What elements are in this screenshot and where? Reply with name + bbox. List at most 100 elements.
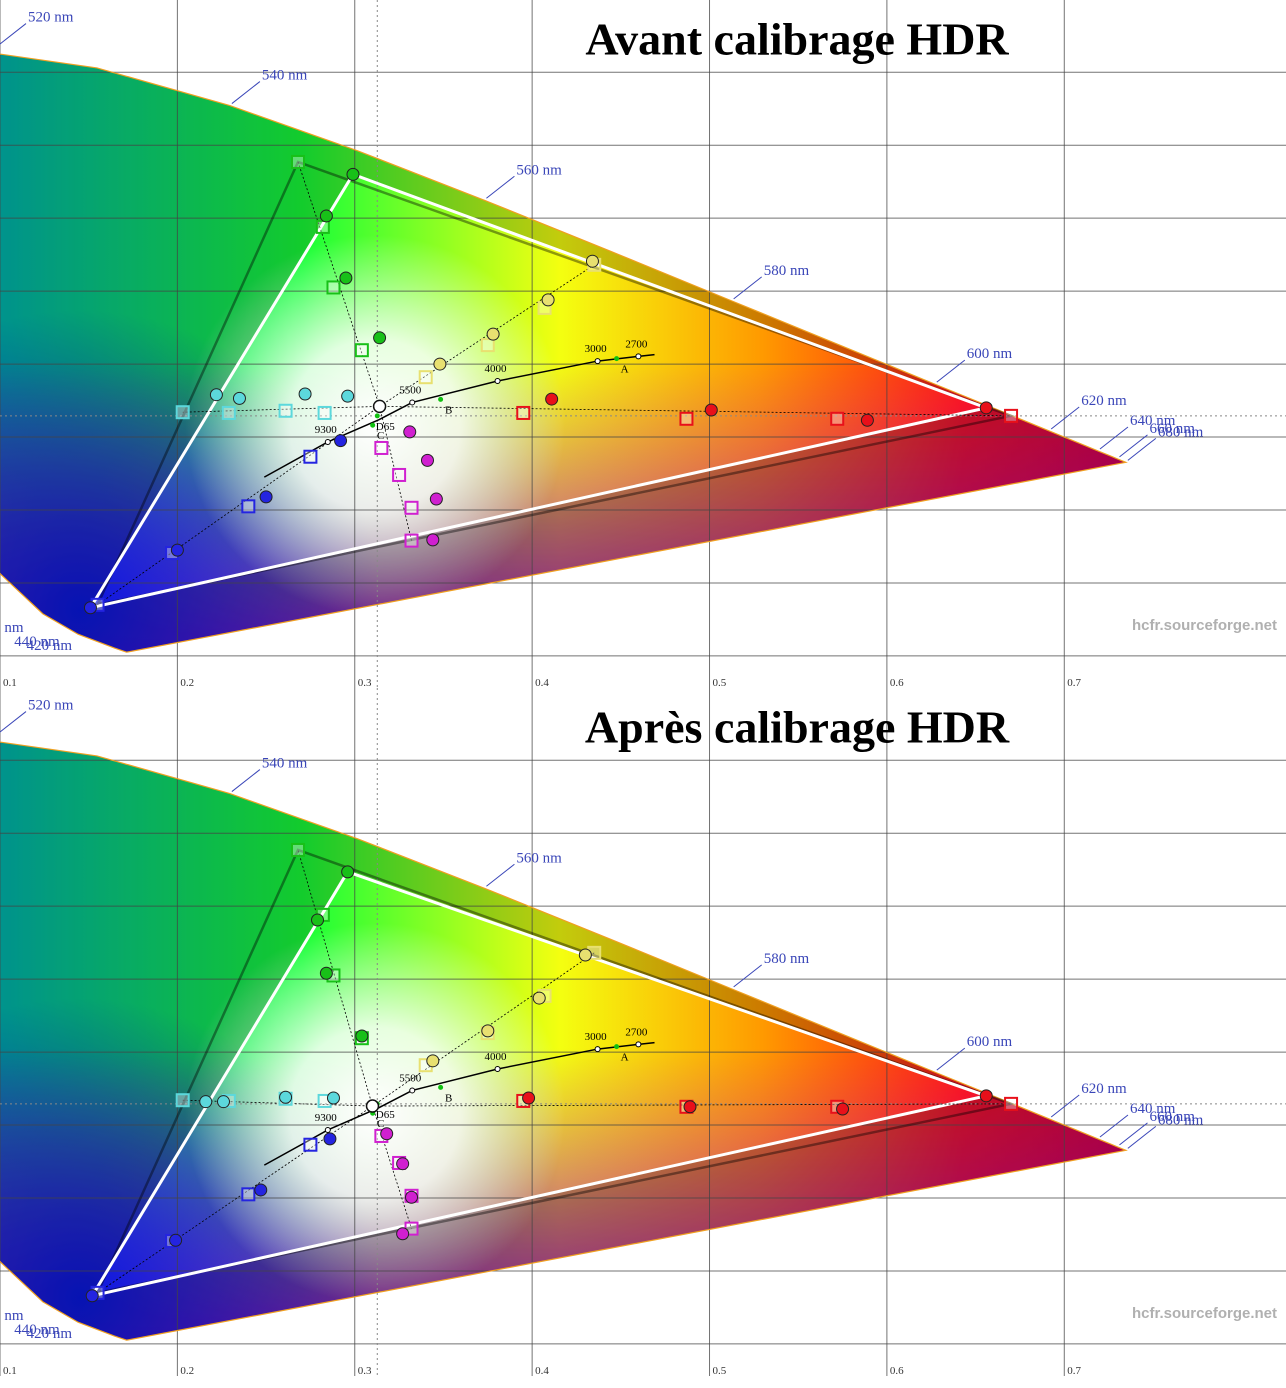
measured-point [405,1190,419,1204]
wavelength-label: 660 nm [1149,421,1195,437]
target-gamut [95,160,1016,607]
wavelength-leader [231,81,261,104]
wavelength-label: 560 nm [516,850,562,866]
planckian-label: 9300 [315,1112,338,1124]
x-tick-label: 0.5 [713,1365,727,1377]
measured-point [578,948,592,962]
measured-point [346,167,360,181]
wavelength-label: 640 nm [1130,1101,1176,1117]
planckian-point [635,1041,642,1048]
sweep-line [372,952,595,1107]
target-square [326,280,341,295]
wavelength-label: 600 nm [967,346,1013,362]
wavelength-leader [0,23,27,45]
reference-point [374,413,380,419]
out-of-gamut-shade [0,47,1126,653]
measured-point [396,1227,410,1241]
planckian-label: 4000 [485,1051,508,1063]
measured-point [836,1102,850,1116]
wavelength-leader [1099,426,1129,450]
spectral-locus [0,741,1128,1341]
measured-point [334,434,348,448]
x-tick-label: 0.3 [358,1365,372,1377]
measured-point [319,966,333,980]
measured-point [232,391,246,405]
measured-point [704,403,718,417]
measured-point [481,1024,495,1038]
x-tick-label: 0.1 [3,677,17,689]
target-gamut [95,848,1016,1295]
measured-gamut [89,870,992,1298]
x-tick-label: 0.2 [180,1365,194,1377]
target-square [480,338,495,353]
target-square [1004,1096,1019,1111]
white-point [372,399,387,414]
x-tick-label: 0.3 [358,677,372,689]
wavelength-leader [1127,1125,1157,1149]
measured-point [319,209,333,223]
target-square [404,533,419,548]
sweep-line [379,405,1012,417]
reference-label: D65 [376,1109,395,1121]
wavelength-leader [733,964,762,988]
measured-point [85,1289,99,1303]
wavelength-label: 540 nm [262,756,308,772]
target-square [830,411,845,426]
x-tick-label: 0.1 [3,1365,17,1377]
wavelength-label: 620 nm [1081,393,1127,409]
chart-title: Avant calibrage HDR [585,14,1009,65]
wavelength-label: 600 nm [967,1034,1013,1050]
reference-point [370,422,376,428]
reference-label: B [445,1092,452,1104]
wavelength-leader [0,711,27,733]
planckian-label: 9300 [315,424,338,436]
wavelength-label: 540 nm [262,68,308,84]
measured-point [298,387,312,401]
planckian-point [324,1126,331,1133]
measured-point [373,331,387,345]
wavelength-leader [1119,434,1148,458]
measured-point [979,401,993,415]
planckian-label: 2700 [625,1026,648,1038]
target-square [303,1137,318,1152]
wavelength-label: 640 nm [1130,413,1176,429]
sweep-line [372,1105,412,1229]
sweep-line [97,1105,373,1294]
planckian-point [594,358,601,365]
target-square [303,449,318,464]
measured-point [259,490,273,504]
reference-point [438,1084,444,1090]
measured-point [433,357,447,371]
credit: hcfr.sourceforge.net [1132,1305,1277,1322]
target-square [221,405,236,420]
measured-point [545,392,559,406]
wavelength-label: 440 nm [14,1322,60,1338]
planckian-label: 5500 [399,384,422,396]
wavelength-label: 420 nm [27,1326,73,1342]
measured-point [522,1091,536,1105]
measured-point [339,271,353,285]
x-tick-label: 0.6 [890,1365,904,1377]
target-square [241,499,256,514]
measured-point [355,1029,369,1043]
planckian-label: 5500 [399,1072,422,1084]
reference-label: D65 [376,421,395,433]
x-tick-label: 0.2 [180,677,194,689]
wavelength-label: 660 nm [1149,1109,1195,1125]
planckian-locus [263,1041,655,1166]
wavelength-leader [231,769,261,792]
wavelength-label: 680 nm [1158,1112,1204,1128]
target-square [175,1093,190,1108]
measured-point [403,425,417,439]
measured-point [209,388,223,402]
wavelength-label: 680 nm [1158,424,1204,440]
wavelength-label: 620 nm [1081,1081,1127,1097]
chart-title: Après calibrage HDR [585,702,1010,753]
measured-point [683,1100,697,1114]
target-square [418,370,433,385]
wavelength-label: 460 nm [0,620,24,636]
measured-point [541,293,555,307]
target-square [374,440,389,455]
wavelength-leader [486,175,515,199]
